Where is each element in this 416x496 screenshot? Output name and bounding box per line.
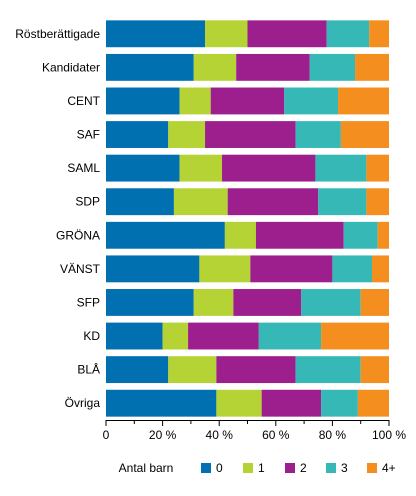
category-label: GRÖNA — [56, 228, 100, 242]
bar-segment-0-8 — [106, 289, 194, 316]
bar-segment-3-4 — [315, 154, 367, 182]
bar-segment-4-2 — [338, 87, 389, 115]
bar-segment-2-7 — [250, 255, 333, 283]
bar-segment-3-9 — [258, 322, 322, 350]
bar-segment-1-11 — [216, 389, 262, 417]
bar-segment-3-6 — [343, 221, 378, 249]
category-label: SAML — [67, 161, 100, 175]
legend-swatch-1 — [243, 463, 253, 473]
legend-title: Antal barn — [119, 461, 174, 475]
legend-label: 2 — [300, 461, 307, 475]
legend-label: 1 — [258, 461, 265, 475]
bar-segment-1-7 — [199, 255, 251, 283]
bar-segment-4-0 — [369, 20, 389, 48]
bar-segment-2-2 — [210, 87, 285, 115]
bar-segment-2-11 — [261, 389, 322, 417]
category-labels: Röstberättigade Kandidater CENT SAF SAML SDP G… — [15, 27, 100, 410]
bar-segment-2-9 — [188, 322, 259, 350]
legend-label: 4+ — [382, 461, 396, 475]
bar-segment-3-8 — [301, 289, 361, 316]
x-axis: 0 20 % 40 % 60 % 80 % 100 % — [103, 420, 406, 442]
bar-segment-0-5 — [106, 188, 174, 216]
bar-segment-3-3 — [295, 121, 341, 148]
x-tick-label: 40 % — [206, 428, 234, 442]
bar-segment-1-8 — [193, 289, 234, 316]
bar-segment-1-2 — [179, 87, 211, 115]
bar-segment-1-9 — [162, 322, 189, 350]
bar-segment-2-10 — [216, 356, 296, 384]
bar-segment-1-5 — [173, 188, 228, 216]
bar-segment-2-3 — [205, 121, 296, 148]
legend-swatch-4 — [367, 463, 377, 473]
bar-segment-4-6 — [377, 221, 389, 249]
category-label: SDP — [75, 195, 100, 209]
bar-segment-3-10 — [295, 356, 361, 384]
x-tick-label: 100 % — [372, 428, 406, 442]
bar-segment-4-3 — [340, 121, 389, 148]
legend-swatch-2 — [285, 463, 295, 473]
legend-label: 0 — [216, 461, 223, 475]
category-label: KD — [83, 329, 100, 343]
bar-segment-1-3 — [168, 121, 206, 148]
bar-segment-2-5 — [227, 188, 319, 216]
category-label: CENT — [67, 94, 100, 108]
x-tick-label: 60 % — [262, 428, 290, 442]
bar-segment-0-3 — [106, 121, 169, 148]
category-label: SAF — [77, 128, 100, 142]
bar-segment-2-0 — [247, 20, 327, 48]
bar-segment-4-4 — [366, 154, 389, 182]
bar-segment-0-1 — [106, 53, 194, 81]
bar-segment-1-6 — [224, 221, 256, 249]
bar-segment-4-5 — [366, 188, 389, 216]
bar-segment-0-2 — [106, 87, 180, 115]
bar-segment-2-6 — [255, 221, 344, 249]
bar-segment-4-11 — [357, 389, 389, 417]
bar-segment-0-6 — [106, 221, 225, 249]
bar-segment-3-0 — [326, 20, 370, 48]
legend-label: 3 — [341, 461, 348, 475]
category-label: BLÅ — [77, 362, 100, 377]
bar-segment-0-7 — [106, 255, 200, 283]
bar-segment-1-4 — [179, 154, 223, 182]
legend-swatch-0 — [201, 463, 211, 473]
bar-segment-4-9 — [321, 322, 389, 350]
bar-segment-0-4 — [106, 154, 180, 182]
category-label: Övriga — [65, 396, 101, 410]
legend: Antal barn 0 1 2 3 4+ — [119, 461, 396, 475]
bar-segment-2-8 — [233, 289, 302, 316]
x-tick-label: 80 % — [319, 428, 347, 442]
bar-segment-0-9 — [106, 322, 163, 350]
bar-segment-4-7 — [372, 255, 389, 283]
x-tick-label: 0 — [103, 428, 110, 442]
bar-segment-3-11 — [321, 389, 358, 417]
bar-segment-4-8 — [360, 289, 389, 316]
bar-segment-0-10 — [106, 356, 169, 384]
bar-segment-1-1 — [193, 53, 237, 81]
bars-group — [106, 20, 389, 417]
bar-segment-0-11 — [106, 389, 217, 417]
bar-segment-2-4 — [222, 154, 316, 182]
bar-segment-1-0 — [205, 20, 248, 48]
legend-swatch-3 — [326, 463, 336, 473]
category-label: Röstberättigade — [15, 27, 100, 41]
category-label: VÄNST — [60, 262, 101, 276]
bar-segment-3-1 — [309, 53, 356, 81]
bar-segment-4-1 — [355, 53, 389, 81]
category-label: Kandidater — [42, 60, 100, 74]
bar-segment-1-10 — [168, 356, 217, 384]
bar-segment-3-2 — [284, 87, 339, 115]
bar-segment-3-7 — [332, 255, 373, 283]
bar-segment-2-1 — [236, 53, 310, 81]
x-tick-label: 20 % — [149, 428, 177, 442]
bar-segment-3-5 — [318, 188, 367, 216]
bar-segment-0-0 — [106, 20, 206, 48]
bar-segment-4-10 — [360, 356, 389, 384]
category-label: SFP — [77, 295, 100, 309]
